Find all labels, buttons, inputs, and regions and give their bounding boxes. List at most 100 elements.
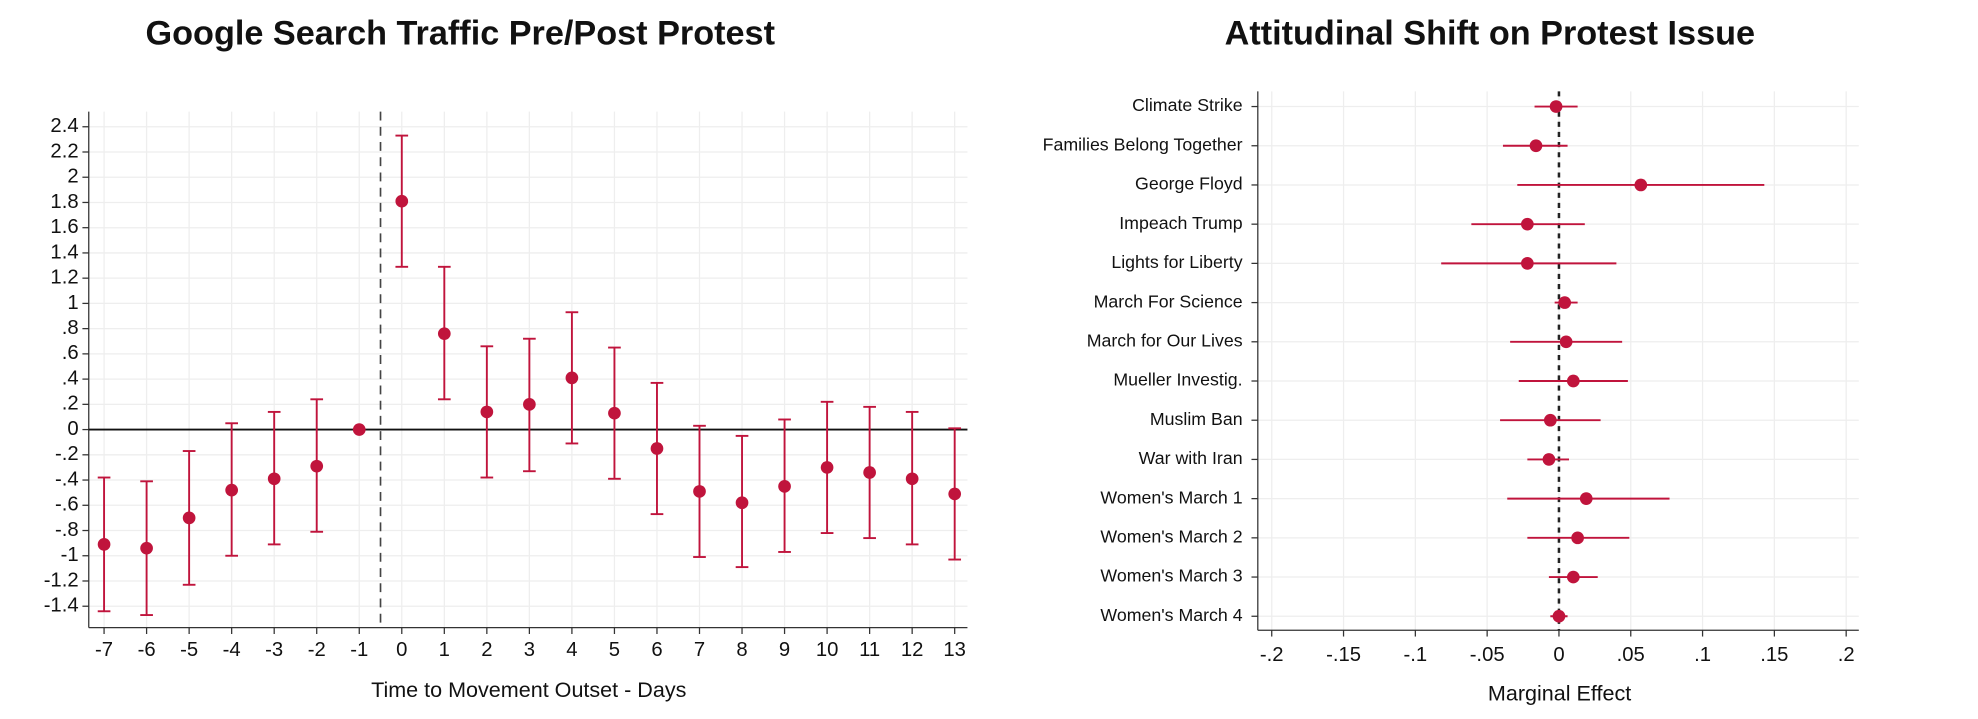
point [267,472,281,486]
point [905,472,919,486]
y-tick-label: 0 [67,418,78,440]
x-tick-label: .15 [1760,644,1788,666]
point [863,466,876,479]
point [565,371,579,385]
x-tick-label: 1 [439,639,450,661]
chart-title: Attitudinal Shift on Protest Issue [1225,15,1755,53]
point [735,496,749,510]
x-tick-label: 0 [1553,644,1564,666]
point [1579,492,1593,505]
y-tick-label: 2.2 [50,140,78,162]
point [182,511,196,525]
x-tick-label: -3 [265,639,283,661]
x-tick-label: -.15 [1326,644,1361,666]
x-axis-title: Marginal Effect [1488,681,1631,706]
y-tick-label: Impeach Trump [1119,213,1242,233]
point [395,194,409,208]
point [1549,100,1563,113]
point [778,480,791,493]
x-tick-label: 12 [901,639,924,661]
point [523,398,536,411]
y-tick-label: Women's March 3 [1100,566,1242,586]
x-tick-label: 13 [943,639,966,661]
y-tick-label: George Floyd [1135,174,1243,194]
y-tick-label: -1.4 [44,595,79,617]
x-tick-label: -.05 [1470,644,1505,666]
point [437,327,451,341]
y-tick-label: .6 [62,342,79,364]
x-tick-label: .2 [1838,644,1855,666]
y-tick-label: -1.2 [44,569,79,591]
x-axis-title: Time to Movement Outset - Days [371,677,686,702]
x-tick-label: 7 [694,639,705,661]
x-tick-label: 9 [779,639,790,661]
point [650,442,664,455]
x-tick-label: -.1 [1404,644,1428,666]
point [225,483,238,497]
point [1558,296,1572,309]
x-tick-label: 4 [566,639,577,661]
x-tick-label: -1 [350,639,368,661]
point [1559,335,1573,349]
y-tick-label: -1 [61,544,79,566]
y-tick-label: .4 [62,367,79,389]
point [693,485,706,498]
x-tick-label: 6 [651,639,662,661]
y-tick-label: 1.4 [50,241,78,263]
y-tick-label: Lights for Liberty [1111,252,1242,272]
x-tick-label: 10 [816,639,839,661]
y-tick-label: Women's March 2 [1100,527,1242,547]
x-tick-label: 8 [736,639,747,661]
point [1566,374,1580,388]
point [140,541,153,555]
point [1542,453,1556,466]
x-tick-label: 3 [524,639,535,661]
x-tick-label: 5 [609,639,620,661]
point [1571,531,1584,545]
y-tick-label: Women's March 1 [1100,487,1242,507]
y-tick-label: -.6 [55,494,79,516]
point [948,487,962,501]
y-tick-label: Climate Strike [1132,95,1243,115]
y-tick-label: 2 [67,166,78,188]
x-tick-label: -7 [95,639,113,661]
x-tick-label: -.2 [1260,644,1284,666]
y-tick-label: March For Science [1094,291,1243,311]
point [1634,178,1648,192]
y-tick-label: Mueller Investig. [1113,370,1242,390]
y-tick-label: 1.6 [50,216,78,238]
point [310,459,324,473]
y-tick-label: War with Iran [1139,448,1243,468]
y-tick-label: 2.4 [50,115,78,137]
x-tick-label: -4 [223,639,241,661]
x-tick-label: .05 [1617,644,1645,666]
y-tick-label: 1.8 [50,191,78,213]
chart-title: Google Search Traffic Pre/Post Protest [146,15,775,53]
x-tick-label: 11 [859,639,880,661]
point [1566,570,1580,584]
y-tick-label: 1.2 [50,267,78,289]
y-tick-label: Women's March 4 [1100,605,1242,625]
y-tick-label: -.2 [55,443,79,465]
point [352,423,366,436]
y-tick-label: -.4 [55,468,79,490]
x-tick-label: 2 [481,639,492,661]
point [1521,257,1534,270]
x-tick-label: -2 [308,639,326,661]
y-tick-label: .2 [62,393,79,415]
point [608,406,621,420]
point [97,538,111,551]
point [1529,139,1543,153]
point [1543,413,1557,427]
y-tick-label: Muslim Ban [1150,409,1243,429]
point [480,405,494,419]
y-tick-label: Families Belong Together [1043,134,1243,154]
point [1521,217,1534,231]
x-tick-label: 0 [396,639,407,661]
y-tick-label: March for Our Lives [1087,330,1243,350]
point [820,461,834,474]
point [1552,609,1566,623]
y-tick-label: -.8 [55,519,79,541]
x-tick-label: -6 [138,639,156,661]
